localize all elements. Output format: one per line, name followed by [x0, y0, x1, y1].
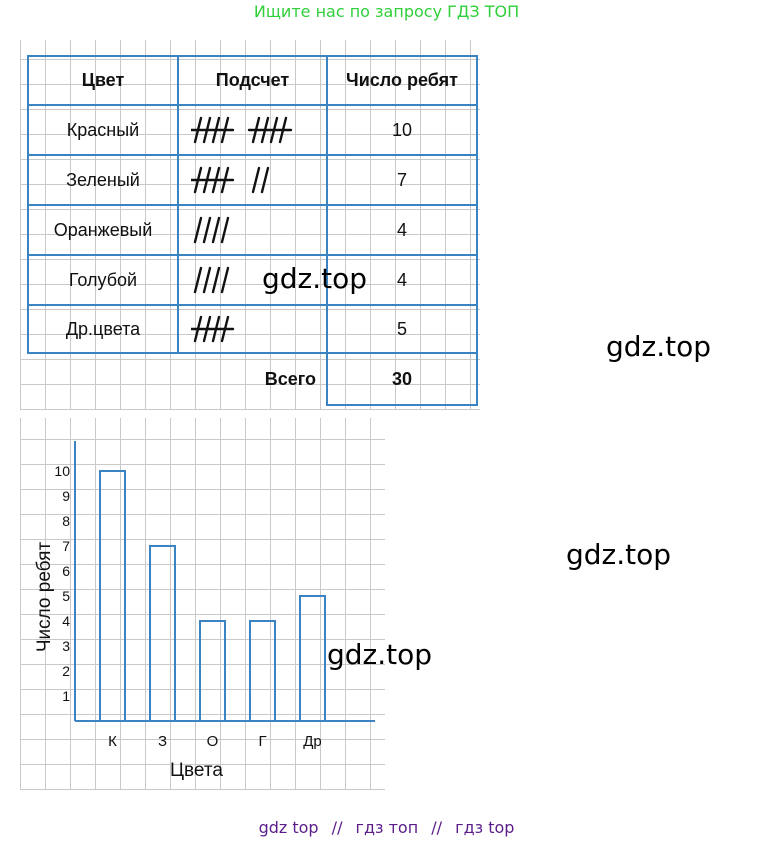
total-label: Всего: [264, 368, 316, 389]
footer-link[interactable]: гдз топ: [355, 818, 419, 837]
row-count: 5: [396, 318, 407, 339]
row-count: 7: [396, 169, 407, 190]
bar: [149, 545, 176, 722]
footer-link[interactable]: гдз top: [455, 818, 515, 837]
bar: [199, 620, 226, 722]
y-tick-label: 8: [62, 513, 70, 529]
tally-stroke: [211, 266, 221, 294]
x-tick-label: Др: [303, 733, 322, 750]
tally-stroke: [211, 216, 221, 244]
tally-marks: [179, 256, 326, 304]
x-tick-label: З: [158, 733, 167, 750]
tally-marks: [179, 106, 326, 154]
x-axis-label: Цвета: [170, 760, 223, 781]
tally-marks: [179, 156, 326, 204]
y-tick-label: 9: [62, 488, 70, 504]
row-color-label: Зеленый: [66, 169, 140, 190]
watermark: gdz.top: [566, 538, 672, 571]
tally-marks: [179, 306, 326, 352]
footer-links: gdz top // гдз топ // гдз top: [0, 818, 773, 837]
tally-stroke: [193, 266, 203, 294]
y-tick-label: 2: [62, 663, 70, 679]
watermark: gdz.top: [327, 638, 433, 671]
total-value: 30: [391, 368, 413, 389]
y-tick-label: 6: [62, 563, 70, 579]
x-tick-label: О: [207, 733, 219, 750]
y-axis-label: Число ребят: [34, 541, 55, 653]
row-color-label: Др.цвета: [65, 318, 141, 339]
bar: [249, 620, 276, 722]
search-banner: Ищите нас по запросу ГДЗ ТОП: [253, 2, 520, 21]
y-tick-label: 10: [54, 463, 70, 479]
y-tick-label: 1: [62, 688, 70, 704]
header-count: Число ребят: [346, 70, 458, 90]
tally-stroke: [220, 216, 230, 244]
y-tick-label: 4: [62, 613, 70, 629]
y-tick-label: 3: [62, 638, 70, 654]
bar: [299, 595, 326, 722]
tally-marks: [179, 206, 326, 254]
y-tick-label: 7: [62, 538, 70, 554]
row-color-label: Голубой: [68, 269, 138, 290]
footer-separator: //: [431, 818, 443, 837]
watermark: gdz.top: [606, 330, 712, 363]
row-color-label: Оранжевый: [53, 219, 153, 240]
table-grid-background: [20, 40, 480, 410]
bar: [99, 470, 126, 722]
header-color: Цвет: [81, 70, 125, 90]
x-tick-label: Г: [258, 733, 266, 750]
watermark: gdz.top: [262, 262, 368, 295]
tally-stroke: [220, 266, 230, 294]
row-count: 4: [396, 269, 407, 290]
y-tick-label: 5: [62, 588, 70, 604]
tally-stroke: [193, 216, 203, 244]
row-count: 4: [396, 219, 407, 240]
tally-stroke: [260, 166, 270, 194]
footer-separator: //: [331, 818, 343, 837]
tally-stroke: [202, 216, 212, 244]
tally-stroke: [251, 166, 261, 194]
row-count: 10: [391, 119, 413, 140]
row-color-label: Красный: [66, 119, 140, 140]
x-tick-label: К: [108, 733, 117, 750]
footer-link[interactable]: gdz top: [258, 818, 319, 837]
header-tally: Подсчет: [215, 70, 290, 90]
tally-stroke: [202, 266, 212, 294]
